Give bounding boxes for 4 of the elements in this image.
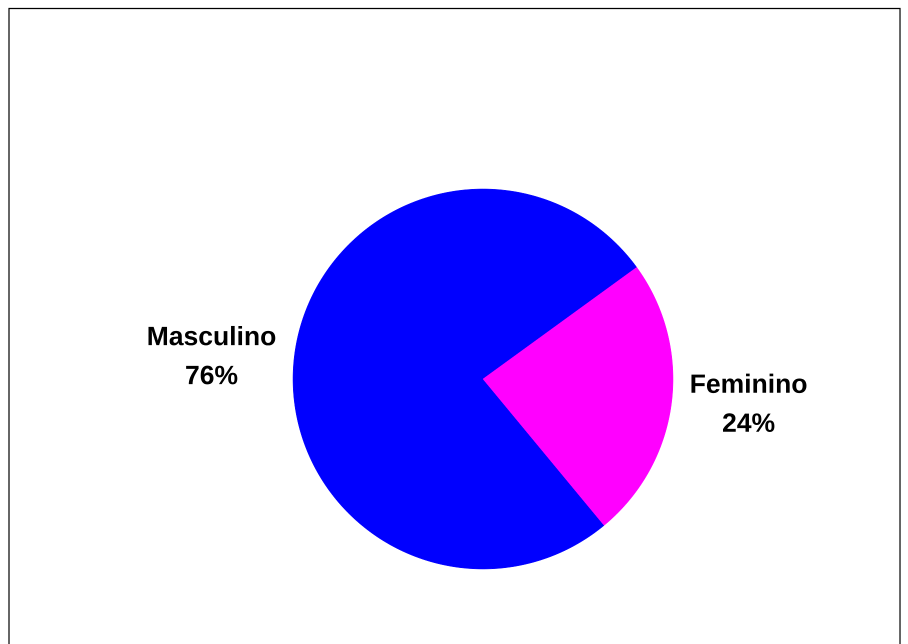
data-label: 24% [722, 413, 774, 432]
slice-label: Feminino [691, 374, 806, 394]
slice-label: Masculino [148, 326, 276, 346]
data-label: 76% [186, 366, 238, 384]
